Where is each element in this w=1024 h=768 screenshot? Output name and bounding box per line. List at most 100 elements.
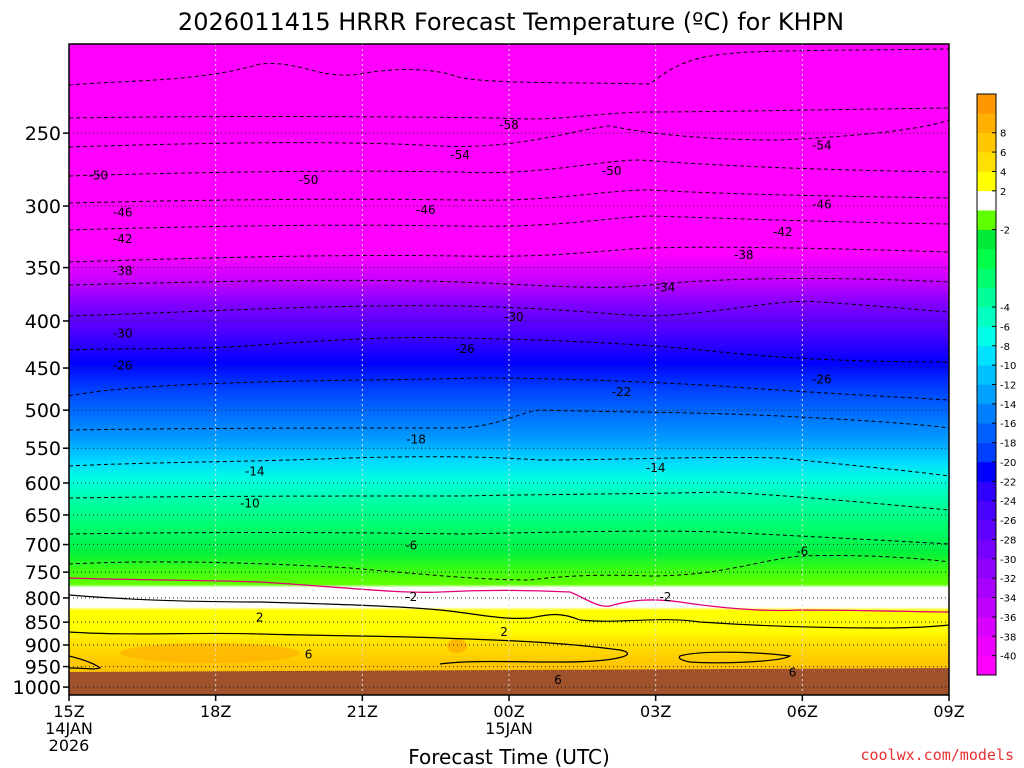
colorbar-swatch bbox=[977, 616, 996, 637]
gridlines bbox=[69, 44, 949, 695]
colorbar-label: -8 bbox=[1000, 342, 1010, 353]
colorbar-swatch bbox=[977, 558, 996, 579]
y-tick-label: 450 bbox=[25, 358, 61, 380]
contour-line bbox=[69, 107, 949, 120]
contour-label: -14 bbox=[646, 461, 666, 475]
colorbar-label: -40 bbox=[1000, 652, 1016, 663]
colorbar-label: 6 bbox=[1000, 148, 1006, 159]
contour-label: 6 bbox=[789, 665, 797, 679]
y-tick-label: 600 bbox=[25, 473, 61, 495]
contour-line bbox=[69, 530, 949, 545]
contour-label: -34 bbox=[656, 281, 676, 295]
colorbar-swatch bbox=[977, 365, 996, 385]
y-tick-label: 800 bbox=[25, 588, 61, 610]
colorbar-swatch bbox=[977, 113, 996, 134]
contour-labels: -50-46-42-38-30-26-50-46-58-54-50-34-38-… bbox=[89, 118, 832, 687]
y-tick-label: 400 bbox=[25, 311, 61, 333]
contour-line bbox=[69, 246, 949, 263]
colorbar-swatch bbox=[977, 152, 996, 172]
colorbar-label: 4 bbox=[1000, 167, 1006, 178]
contour-label: -14 bbox=[245, 464, 265, 478]
x-tick-label: 15Z bbox=[53, 702, 84, 721]
colorbar-swatch bbox=[977, 287, 996, 308]
colorbar-label: -34 bbox=[1000, 594, 1016, 605]
ground-terrain bbox=[69, 668, 949, 695]
colorbar-swatch bbox=[977, 326, 996, 347]
x-tick-label: 18Z bbox=[200, 702, 231, 721]
contour-label: 2 bbox=[256, 610, 264, 624]
y-tick-label: 650 bbox=[25, 505, 61, 527]
contour-label: -58 bbox=[499, 118, 519, 132]
x-tick-label: 2026 bbox=[49, 736, 90, 755]
colorbar-swatch bbox=[977, 229, 996, 250]
contour-line bbox=[69, 409, 949, 431]
contour-label: -2 bbox=[659, 590, 671, 604]
colorbar-label: -32 bbox=[1000, 574, 1016, 585]
contour-label: -38 bbox=[113, 264, 133, 278]
contour-label: -22 bbox=[612, 385, 632, 399]
y-tick-label: 1000 bbox=[13, 677, 61, 699]
contour-label: -30 bbox=[113, 327, 133, 341]
colorbar-swatch bbox=[977, 539, 996, 560]
x-tick-label: 09Z bbox=[933, 702, 964, 721]
contour-label: -46 bbox=[113, 206, 133, 220]
contour-label: -50 bbox=[89, 169, 109, 183]
colorbar-swatch bbox=[977, 578, 996, 598]
colorbar-swatch bbox=[977, 461, 996, 482]
contour-label: -26 bbox=[455, 342, 475, 356]
warm-contour-lines bbox=[69, 594, 949, 670]
contour-label: -50 bbox=[602, 164, 622, 178]
contour-label: -54 bbox=[812, 139, 832, 153]
y-tick-label: 550 bbox=[25, 438, 61, 460]
colorbar-swatch bbox=[977, 345, 996, 366]
colorbar-swatch bbox=[977, 132, 996, 153]
colorbar-swatch bbox=[977, 423, 996, 443]
colorbar-label: -10 bbox=[1000, 361, 1016, 372]
contour-label: -54 bbox=[450, 148, 470, 162]
colorbar-swatch bbox=[977, 520, 996, 540]
colorbar-swatch bbox=[977, 481, 996, 501]
contour-label: -6 bbox=[796, 544, 808, 558]
colorbar-label: -2 bbox=[1000, 226, 1010, 237]
colorbar-label: -28 bbox=[1000, 535, 1016, 546]
colorbar-label: -20 bbox=[1000, 458, 1016, 469]
contour-line bbox=[69, 377, 949, 401]
colorbar-label: -22 bbox=[1000, 477, 1016, 488]
colorbar: -40-38-36-34-32-30-28-26-24-22-20-18-16-… bbox=[976, 93, 1016, 676]
y-axis: 2503003504004505005506006507007508008509… bbox=[13, 123, 69, 699]
colorbar-label: 2 bbox=[1000, 187, 1006, 198]
x-tick-label: 00Z bbox=[493, 702, 524, 721]
colorbar-swatch bbox=[977, 655, 996, 676]
colorbar-swatch bbox=[977, 248, 996, 269]
contour-line bbox=[69, 336, 949, 363]
contour-line bbox=[69, 189, 949, 204]
contour-label: -26 bbox=[812, 372, 832, 386]
contour-label: -42 bbox=[113, 232, 133, 246]
y-tick-label: 900 bbox=[25, 635, 61, 657]
freezing-line bbox=[69, 577, 949, 613]
y-tick-label: 350 bbox=[25, 258, 61, 280]
colorbar-swatch bbox=[977, 171, 996, 192]
contour-label: -6 bbox=[405, 539, 417, 553]
contour-line bbox=[69, 119, 949, 148]
y-tick-label: 700 bbox=[25, 535, 61, 557]
contour-label: 6 bbox=[554, 673, 562, 687]
colorbar-swatch bbox=[977, 268, 996, 288]
colorbar-swatch bbox=[977, 636, 996, 656]
y-tick-label: 850 bbox=[25, 612, 61, 634]
contour-line bbox=[69, 655, 102, 670]
colorbar-swatch bbox=[977, 500, 996, 521]
colorbar-label: -26 bbox=[1000, 516, 1016, 527]
y-tick-label: 750 bbox=[25, 562, 61, 584]
colorbar-swatch bbox=[977, 403, 996, 424]
plot-area: -50-46-42-38-30-26-50-46-58-54-50-34-38-… bbox=[69, 44, 949, 695]
y-tick-label: 300 bbox=[25, 196, 61, 218]
x-tick-label: 15JAN bbox=[485, 719, 533, 738]
colorbar-label: -18 bbox=[1000, 439, 1016, 450]
credit-text: coolwx.com/models bbox=[860, 746, 1014, 764]
colorbar-swatch bbox=[977, 442, 996, 463]
colorbar-swatch bbox=[977, 190, 996, 211]
y-tick-label: 950 bbox=[25, 657, 61, 679]
contour-label: -18 bbox=[406, 432, 426, 446]
